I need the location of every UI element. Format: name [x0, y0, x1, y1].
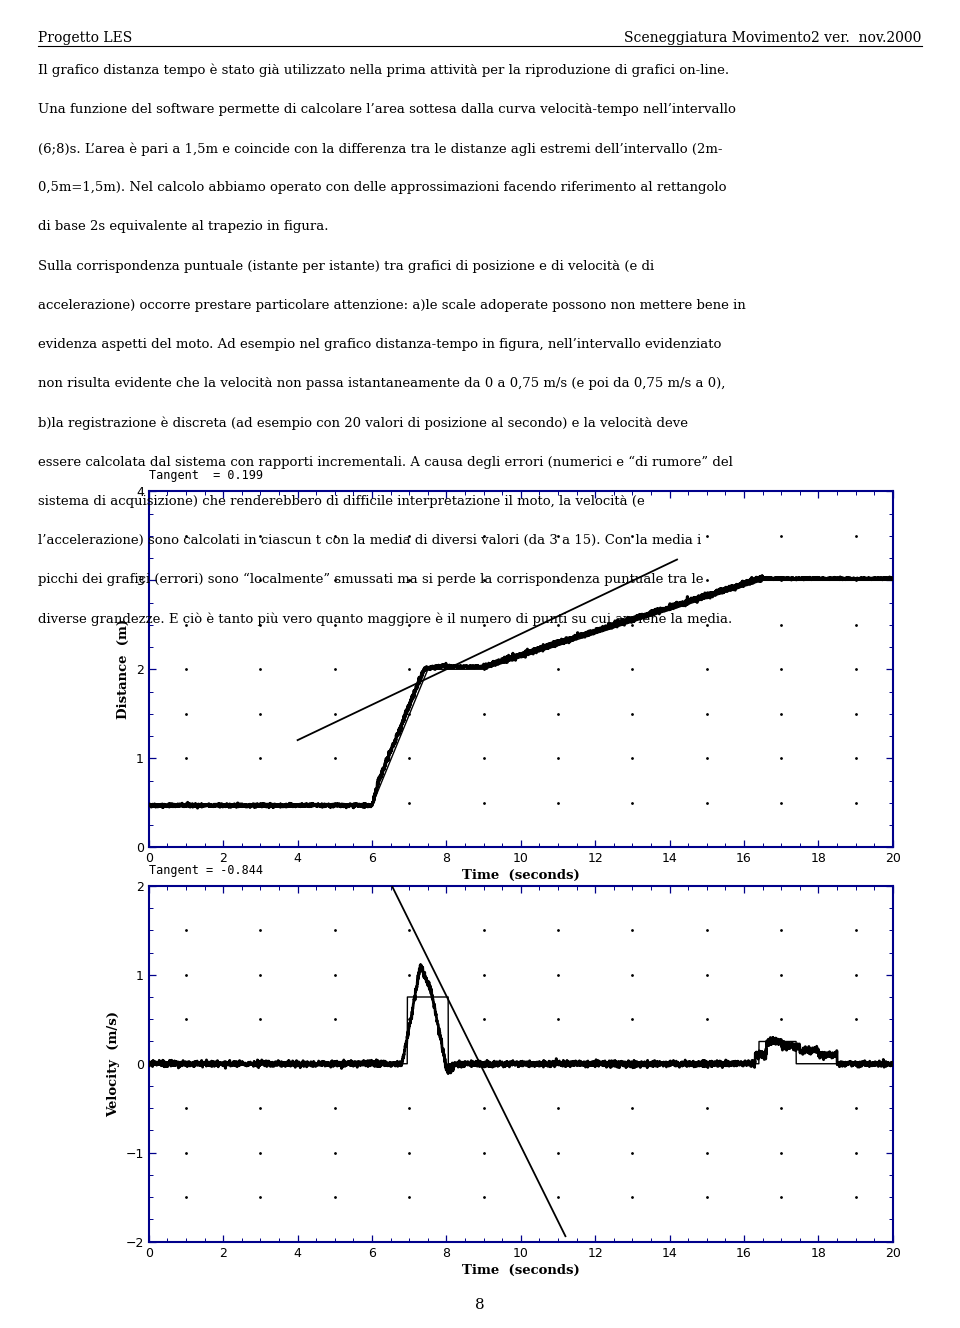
- Text: non risulta evidente che la velocità non passa istantaneamente da 0 a 0,75 m/s (: non risulta evidente che la velocità non…: [38, 377, 726, 390]
- Y-axis label: Velocity  (m/s): Velocity (m/s): [107, 1011, 120, 1117]
- Text: Tangent  = 0.199: Tangent = 0.199: [149, 470, 263, 482]
- Text: evidenza aspetti del moto. Ad esempio nel grafico distanza-tempo in figura, nell: evidenza aspetti del moto. Ad esempio ne…: [38, 339, 722, 351]
- Text: (6;8)s. L’area è pari a 1,5m e coincide con la differenza tra le distanze agli e: (6;8)s. L’area è pari a 1,5m e coincide …: [38, 142, 723, 155]
- X-axis label: Time  (seconds): Time (seconds): [462, 1264, 580, 1276]
- Text: sistema di acquisizione) che renderebbero di difficile interpretazione il moto, : sistema di acquisizione) che renderebber…: [38, 495, 645, 507]
- Y-axis label: Distance  (m): Distance (m): [117, 619, 131, 720]
- Text: Tangent = -0.844: Tangent = -0.844: [149, 865, 263, 876]
- Text: Progetto LES: Progetto LES: [38, 31, 132, 45]
- Text: essere calcolata dal sistema con rapporti incrementali. A causa degli errori (nu: essere calcolata dal sistema con rapport…: [38, 456, 733, 469]
- Text: 0,5m=1,5m). Nel calcolo abbiamo operato con delle approssimazioni facendo riferi: 0,5m=1,5m). Nel calcolo abbiamo operato …: [38, 182, 727, 194]
- Text: Una funzione del software permette di calcolare l’area sottesa dalla curva veloc: Una funzione del software permette di ca…: [38, 104, 736, 116]
- Text: Sulla corrispondenza puntuale (istante per istante) tra grafici di posizione e d: Sulla corrispondenza puntuale (istante p…: [38, 260, 655, 272]
- Text: di base 2s equivalente al trapezio in figura.: di base 2s equivalente al trapezio in fi…: [38, 220, 329, 234]
- Text: 8: 8: [475, 1297, 485, 1312]
- Text: diverse grandezze. E ciò è tanto più vero quanto maggiore è il numero di punti s: diverse grandezze. E ciò è tanto più ver…: [38, 612, 732, 625]
- Text: picchi dei grafici (errori) sono “localmente” smussati ma si perde la corrispond: picchi dei grafici (errori) sono “localm…: [38, 574, 704, 586]
- Text: Sceneggiatura Movimento2 ver.  nov.2000: Sceneggiatura Movimento2 ver. nov.2000: [624, 31, 922, 45]
- Text: b)la registrazione è discreta (ad esempio con 20 valori di posizione al secondo): b)la registrazione è discreta (ad esempi…: [38, 416, 688, 430]
- Text: l’accelerazione) sono calcolati in ciascun t con la media di diversi valori (da : l’accelerazione) sono calcolati in ciasc…: [38, 534, 702, 547]
- Text: accelerazione) occorre prestare particolare attenzione: a)le scale adoperate pos: accelerazione) occorre prestare particol…: [38, 299, 746, 312]
- X-axis label: Time  (seconds): Time (seconds): [462, 870, 580, 882]
- Text: Il grafico distanza tempo è stato già utilizzato nella prima attività per la rip: Il grafico distanza tempo è stato già ut…: [38, 64, 730, 77]
